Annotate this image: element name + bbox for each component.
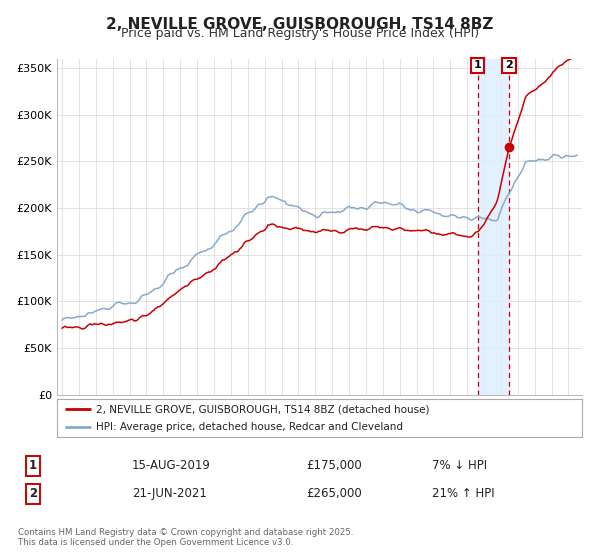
Text: 21-JUN-2021: 21-JUN-2021 (132, 487, 207, 501)
Text: Price paid vs. HM Land Registry's House Price Index (HPI): Price paid vs. HM Land Registry's House … (121, 27, 479, 40)
Text: 2, NEVILLE GROVE, GUISBOROUGH, TS14 8BZ: 2, NEVILLE GROVE, GUISBOROUGH, TS14 8BZ (106, 17, 494, 32)
Text: 21% ↑ HPI: 21% ↑ HPI (432, 487, 494, 501)
Text: 2: 2 (505, 60, 513, 71)
Text: 1: 1 (474, 60, 481, 71)
Text: 15-AUG-2019: 15-AUG-2019 (132, 459, 211, 473)
Text: 7% ↓ HPI: 7% ↓ HPI (432, 459, 487, 473)
Text: HPI: Average price, detached house, Redcar and Cleveland: HPI: Average price, detached house, Redc… (97, 422, 403, 432)
Text: £265,000: £265,000 (306, 487, 362, 501)
Bar (478, 59, 509, 395)
Text: £175,000: £175,000 (306, 459, 362, 473)
Text: 2: 2 (29, 487, 37, 501)
Text: 2, NEVILLE GROVE, GUISBOROUGH, TS14 8BZ (detached house): 2, NEVILLE GROVE, GUISBOROUGH, TS14 8BZ … (97, 404, 430, 414)
Text: Contains HM Land Registry data © Crown copyright and database right 2025.
This d: Contains HM Land Registry data © Crown c… (18, 528, 353, 547)
Text: 1: 1 (29, 459, 37, 473)
